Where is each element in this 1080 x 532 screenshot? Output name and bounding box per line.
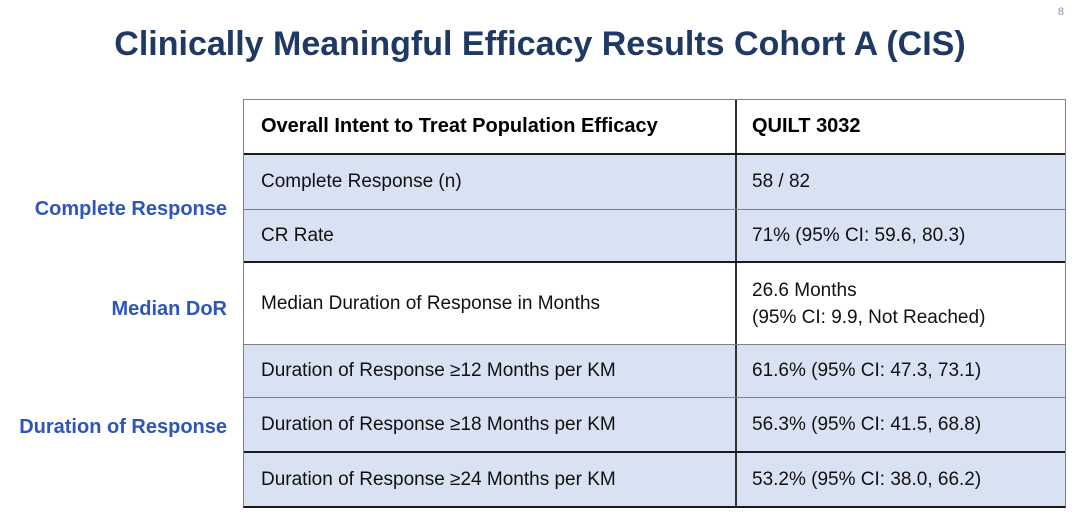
row-value-cell: 58 / 82	[752, 171, 811, 192]
page-number: 8	[1057, 6, 1064, 18]
header-population-cell: Overall Intent to Treat Population Effic…	[244, 100, 737, 153]
slide-title: Clinically Meaningful Efficacy Results C…	[114, 25, 966, 63]
side-label-median-dor: Median DoR	[111, 298, 227, 320]
median-dor-value-line1: 26.6 Months	[752, 279, 857, 301]
row-label-cell: Duration of Response ≥12 Months per KM	[244, 345, 737, 397]
row-value-cell: 71% (95% CI: 59.6, 80.3)	[752, 224, 966, 246]
side-label-duration-of-response: Duration of Response	[19, 416, 227, 438]
row-label-cell: Duration of Response ≥18 Months per KM	[244, 398, 737, 451]
row-label-cell: CR Rate	[244, 210, 737, 261]
row-label-cell: Median Duration of Response in Months	[244, 263, 737, 344]
median-dor-value-line2: (95% CI: 9.9, Not Reached)	[752, 306, 986, 328]
side-label-complete-response: Complete Response	[34, 198, 227, 220]
table-row-median-dor: Median Duration of Response in Months 26…	[244, 263, 1065, 345]
header-trial-cell: QUILT 3032	[752, 115, 861, 137]
row-value-cell: 26.6 Months (95% CI: 9.9, Not Reached)	[737, 263, 1065, 344]
table-row-dor-18-months: Duration of Response ≥18 Months per KM 5…	[244, 398, 1065, 453]
row-value-cell: 56.3% (95% CI: 41.5, 68.8)	[752, 413, 982, 435]
row-value-cell: 53.2% (95% CI: 38.0, 66.2)	[752, 468, 982, 490]
row-label-cell: Complete Response (n)	[244, 155, 737, 209]
table-row-complete-response-n: Complete Response (n) 58 / 82	[244, 155, 1065, 210]
table-row-dor-24-months: Duration of Response ≥24 Months per KM 5…	[244, 453, 1065, 506]
row-value-cell: 61.6% (95% CI: 47.3, 73.1)	[752, 360, 982, 381]
table-row-cr-rate: CR Rate 71% (95% CI: 59.6, 80.3)	[244, 210, 1065, 263]
table-row-dor-12-months: Duration of Response ≥12 Months per KM 6…	[244, 345, 1065, 398]
efficacy-results-table: Overall Intent to Treat Population Effic…	[243, 99, 1066, 508]
table-header-row: Overall Intent to Treat Population Effic…	[244, 100, 1065, 155]
row-label-cell: Duration of Response ≥24 Months per KM	[244, 453, 737, 506]
